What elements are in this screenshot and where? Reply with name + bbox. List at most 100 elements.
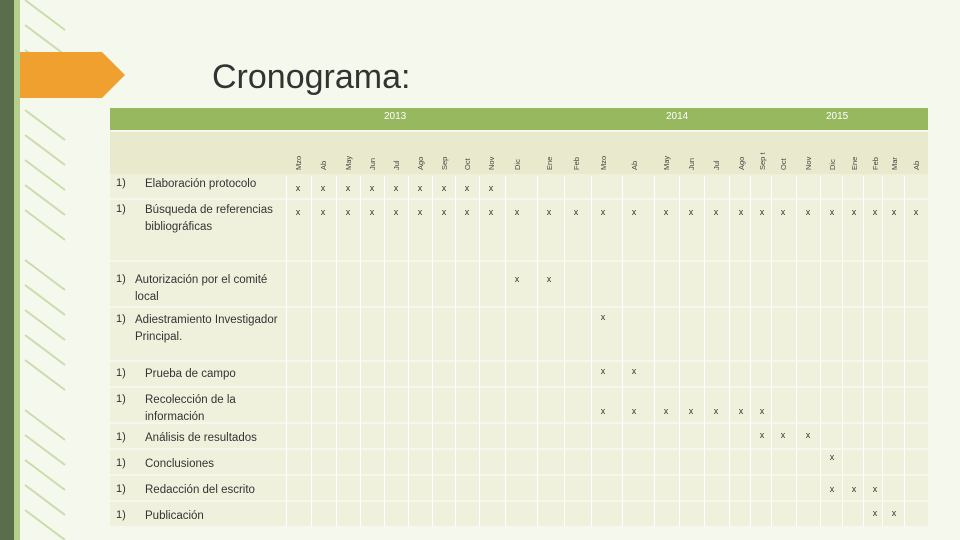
schedule-mark: x (872, 484, 878, 494)
table-row (110, 476, 928, 500)
schedule-mark: x (600, 207, 606, 217)
activity-label: Autorización por el comité local (135, 274, 268, 303)
row-number: 1) (116, 367, 126, 379)
activity-label: Búsqueda de referencias bibliográficas (145, 204, 273, 233)
schedule-mark: x (600, 312, 606, 322)
month-header: Jul (712, 160, 721, 170)
schedule-mark: x (295, 207, 301, 217)
grid-column-line (771, 176, 772, 526)
month-header: Mar (890, 157, 899, 170)
schedule-mark: x (851, 207, 857, 217)
month-header: Sep (440, 156, 449, 170)
activity-label: Publicación (145, 510, 204, 522)
row-number: 1) (116, 273, 126, 285)
grid-column-line (863, 176, 864, 526)
schedule-table: 2013 2014 2015 Mzo Ab May Jun Jul Ago Sep Oct No… (110, 108, 928, 526)
grid-column-line (479, 176, 480, 526)
schedule-mark: x (345, 183, 351, 193)
left-accent-stripe (14, 0, 20, 540)
left-accent-bar (0, 0, 14, 540)
year-header-bar (110, 108, 928, 130)
grid-column-line (679, 176, 680, 526)
month-header: Ab (630, 160, 639, 170)
grid-column-line (796, 176, 797, 526)
schedule-mark: x (514, 207, 520, 217)
schedule-mark: x (295, 183, 301, 193)
row-number: 1) (116, 203, 126, 215)
activity-label: Adiestramiento Investigador Principal. (135, 314, 278, 343)
schedule-mark: x (417, 207, 423, 217)
schedule-mark: x (393, 207, 399, 217)
decorative-chevrons (24, 0, 66, 540)
schedule-mark: x (573, 207, 579, 217)
grid-column-line (904, 176, 905, 526)
schedule-mark: x (345, 207, 351, 217)
schedule-mark: x (369, 183, 375, 193)
schedule-mark: x (464, 207, 470, 217)
schedule-mark: x (829, 484, 835, 494)
schedule-mark: x (488, 183, 494, 193)
grid-column-line (336, 176, 337, 526)
schedule-mark: x (759, 430, 765, 440)
schedule-mark: x (872, 508, 878, 518)
activity-label: Recolección de la información (145, 394, 236, 423)
month-header: Sep t (758, 152, 767, 170)
table-row (110, 362, 928, 386)
year-label-2013: 2013 (384, 111, 407, 122)
schedule-mark: x (441, 207, 447, 217)
month-header: Oct (463, 158, 472, 170)
schedule-mark: x (713, 207, 719, 217)
schedule-mark: x (759, 406, 765, 416)
schedule-mark: x (805, 430, 811, 440)
year-label-2014: 2014 (666, 111, 689, 122)
grid-column-line (286, 176, 287, 526)
schedule-mark: x (891, 207, 897, 217)
table-row (110, 262, 928, 306)
month-header: May (662, 155, 671, 170)
month-header: Mzo (294, 155, 303, 170)
grid-column-line (750, 176, 751, 526)
month-header: Ago (416, 156, 425, 170)
schedule-mark: x (913, 207, 919, 217)
row-number: 1) (116, 393, 126, 405)
schedule-mark: x (631, 207, 637, 217)
schedule-mark: x (805, 207, 811, 217)
table-row (110, 308, 928, 360)
table-row (110, 388, 928, 422)
schedule-mark: x (514, 274, 520, 284)
grid-column-line (384, 176, 385, 526)
activity-label: Redacción del escrito (145, 484, 255, 496)
activity-label: Análisis de resultados (145, 432, 257, 444)
grid-column-line (882, 176, 883, 526)
schedule-mark: x (738, 207, 744, 217)
table-row (110, 424, 928, 448)
month-header: Ene (850, 156, 859, 170)
month-header: Dic (513, 159, 522, 170)
schedule-mark: x (369, 207, 375, 217)
schedule-mark: x (546, 207, 552, 217)
title-arrow-shape (20, 52, 125, 98)
schedule-mark: x (417, 183, 423, 193)
schedule-mark: x (488, 207, 494, 217)
month-header: Ago (737, 156, 746, 170)
table-row (110, 174, 928, 198)
grid-column-line (505, 176, 506, 526)
schedule-mark: x (600, 366, 606, 376)
month-header: Mzo (599, 155, 608, 170)
schedule-mark: x (663, 406, 669, 416)
schedule-mark: x (759, 207, 765, 217)
activity-label: Prueba de campo (145, 368, 236, 380)
grid-column-line (564, 176, 565, 526)
schedule-mark: x (872, 207, 878, 217)
month-header: Nov (487, 156, 496, 170)
month-header: Oct (779, 158, 788, 170)
table-row (110, 450, 928, 474)
schedule-mark: x (441, 183, 447, 193)
month-header: Jun (368, 157, 377, 170)
schedule-mark: x (738, 406, 744, 416)
row-number: 1) (116, 483, 126, 495)
schedule-mark: x (663, 207, 669, 217)
month-header: Jun (687, 157, 696, 170)
schedule-mark: x (320, 207, 326, 217)
grid-column-line (704, 176, 705, 526)
